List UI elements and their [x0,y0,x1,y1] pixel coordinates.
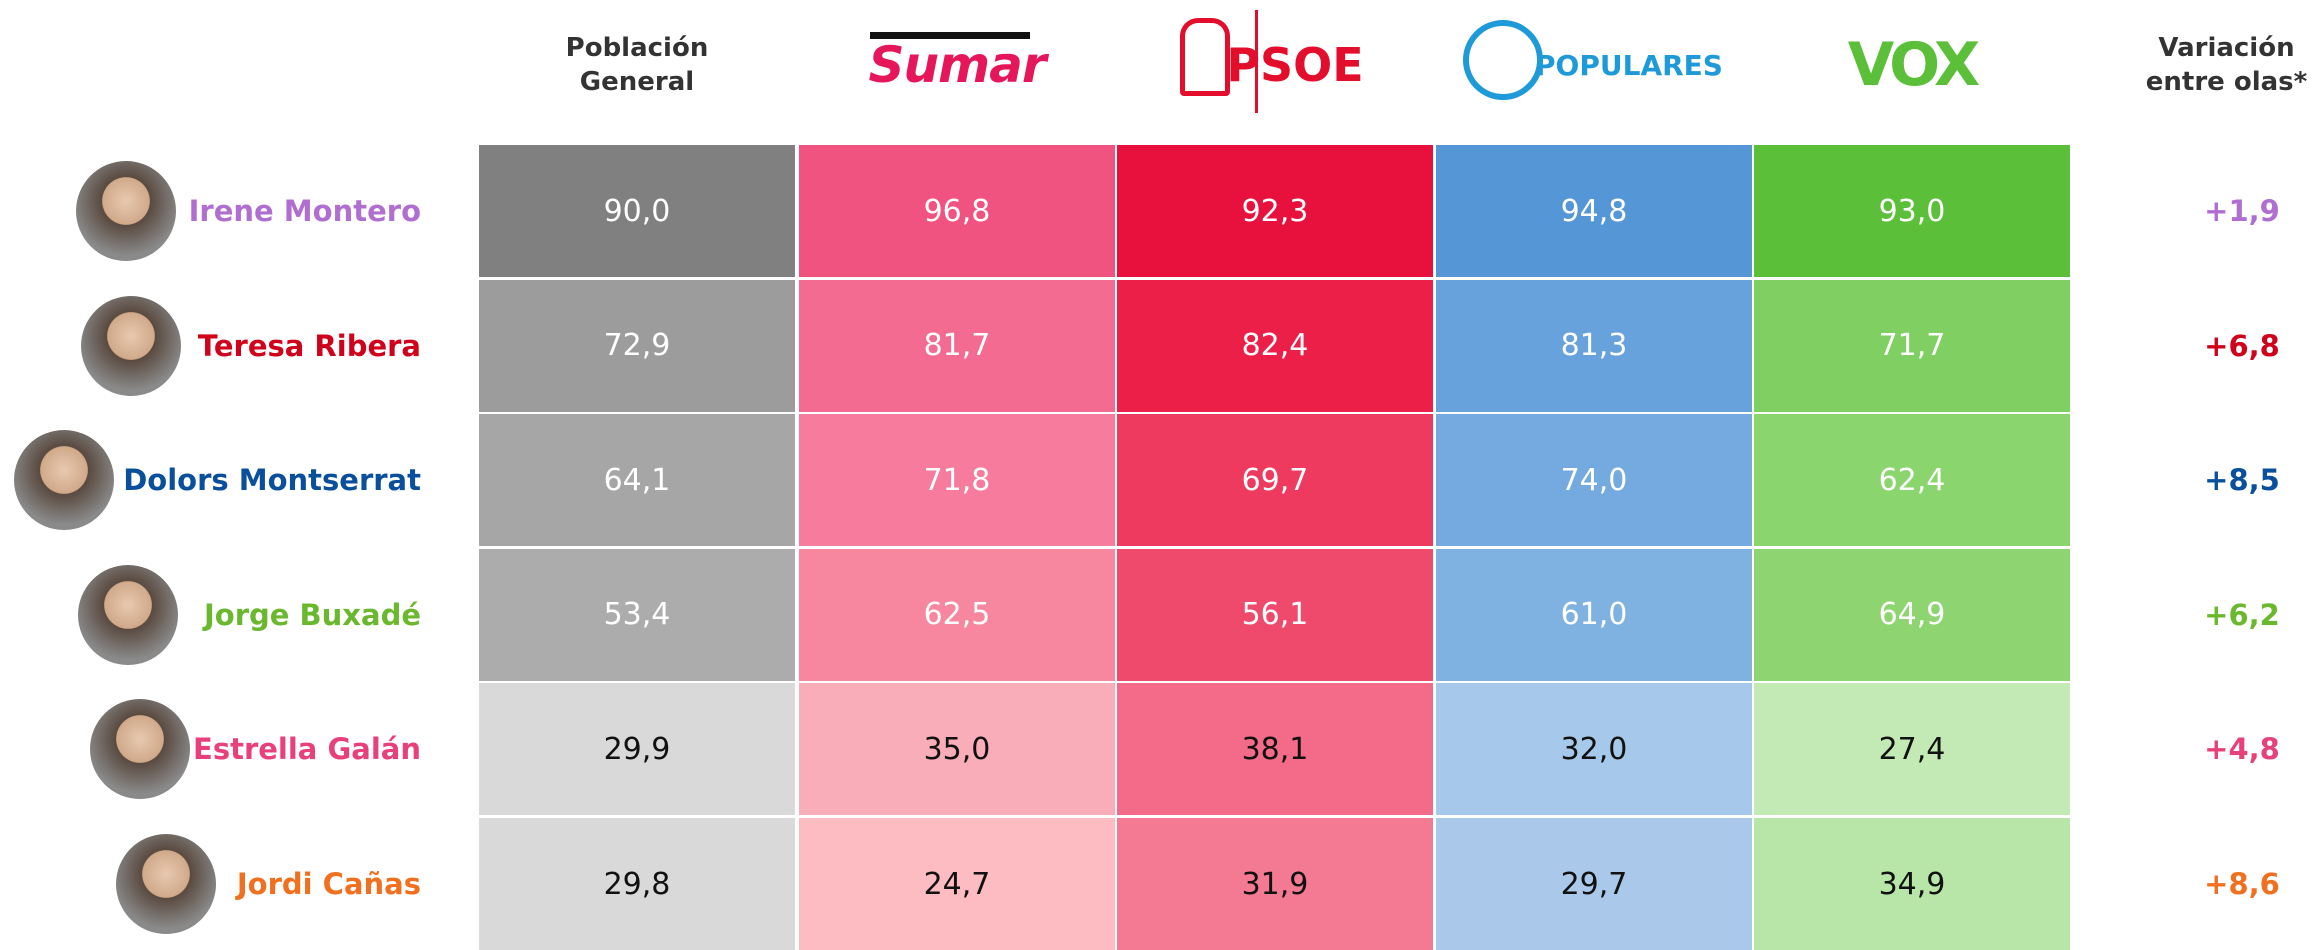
page: Población GeneralSumarPSOEPOPULARESVOXVa… [0,0,2323,946]
column-header: Sumar [799,10,1115,120]
value-cell: 56,1 [1117,549,1433,681]
value-cell: 62,5 [799,549,1115,681]
value-cell: 82,4 [1117,280,1433,412]
column-header: POPULARES [1506,10,1752,120]
variation: +8,5 [2172,414,2312,546]
value-cell: 38,1 [1117,683,1433,815]
value-cell: 71,8 [799,414,1115,546]
value-cell: 29,7 [1436,818,1752,950]
sumar-bar [870,32,1030,39]
row-name: Teresa Ribera [0,280,421,412]
value-cell: 34,9 [1754,818,2070,950]
value-cell: 61,0 [1436,549,1752,681]
variation-header: Variación entre olas* [2130,10,2323,120]
value-cell: 74,0 [1436,414,1752,546]
value-cell: 71,7 [1754,280,2070,412]
value-cell: 64,1 [479,414,795,546]
value-cell: 90,0 [479,145,795,277]
row-name: Jordi Cañas [0,818,421,950]
value-cell: 81,7 [799,280,1115,412]
value-cell: 62,4 [1754,414,2070,546]
value-cell: 31,9 [1117,818,1433,950]
variation: +6,2 [2172,549,2312,681]
value-cell: 29,8 [479,818,795,950]
psoe-divider [1255,10,1258,113]
value-cell: 81,3 [1436,280,1752,412]
pp-logo [1463,20,1543,100]
variation: +8,6 [2172,818,2312,950]
row-name: Jorge Buxadé [0,549,421,681]
value-cell: 24,7 [799,818,1115,950]
value-cell: 53,4 [479,549,795,681]
value-cell: 35,0 [799,683,1115,815]
row-name: Estrella Galán [0,683,421,815]
value-cell: 92,3 [1117,145,1433,277]
variation: +4,8 [2172,683,2312,815]
psoe-rose [1180,18,1230,96]
value-cell: 96,8 [799,145,1115,277]
column-header: Población General [517,10,757,120]
value-cell: 32,0 [1436,683,1752,815]
value-cell: 72,9 [479,280,795,412]
value-cell: 93,0 [1754,145,2070,277]
value-cell: 69,7 [1117,414,1433,546]
value-cell: 94,8 [1436,145,1752,277]
value-cell: 64,9 [1754,549,2070,681]
column-header: VOX [1754,10,2070,120]
row-name: Irene Montero [0,145,421,277]
variation: +1,9 [2172,145,2312,277]
value-cell: 29,9 [479,683,795,815]
value-cell: 27,4 [1754,683,2070,815]
row-name: Dolors Montserrat [0,414,421,546]
variation: +6,8 [2172,280,2312,412]
